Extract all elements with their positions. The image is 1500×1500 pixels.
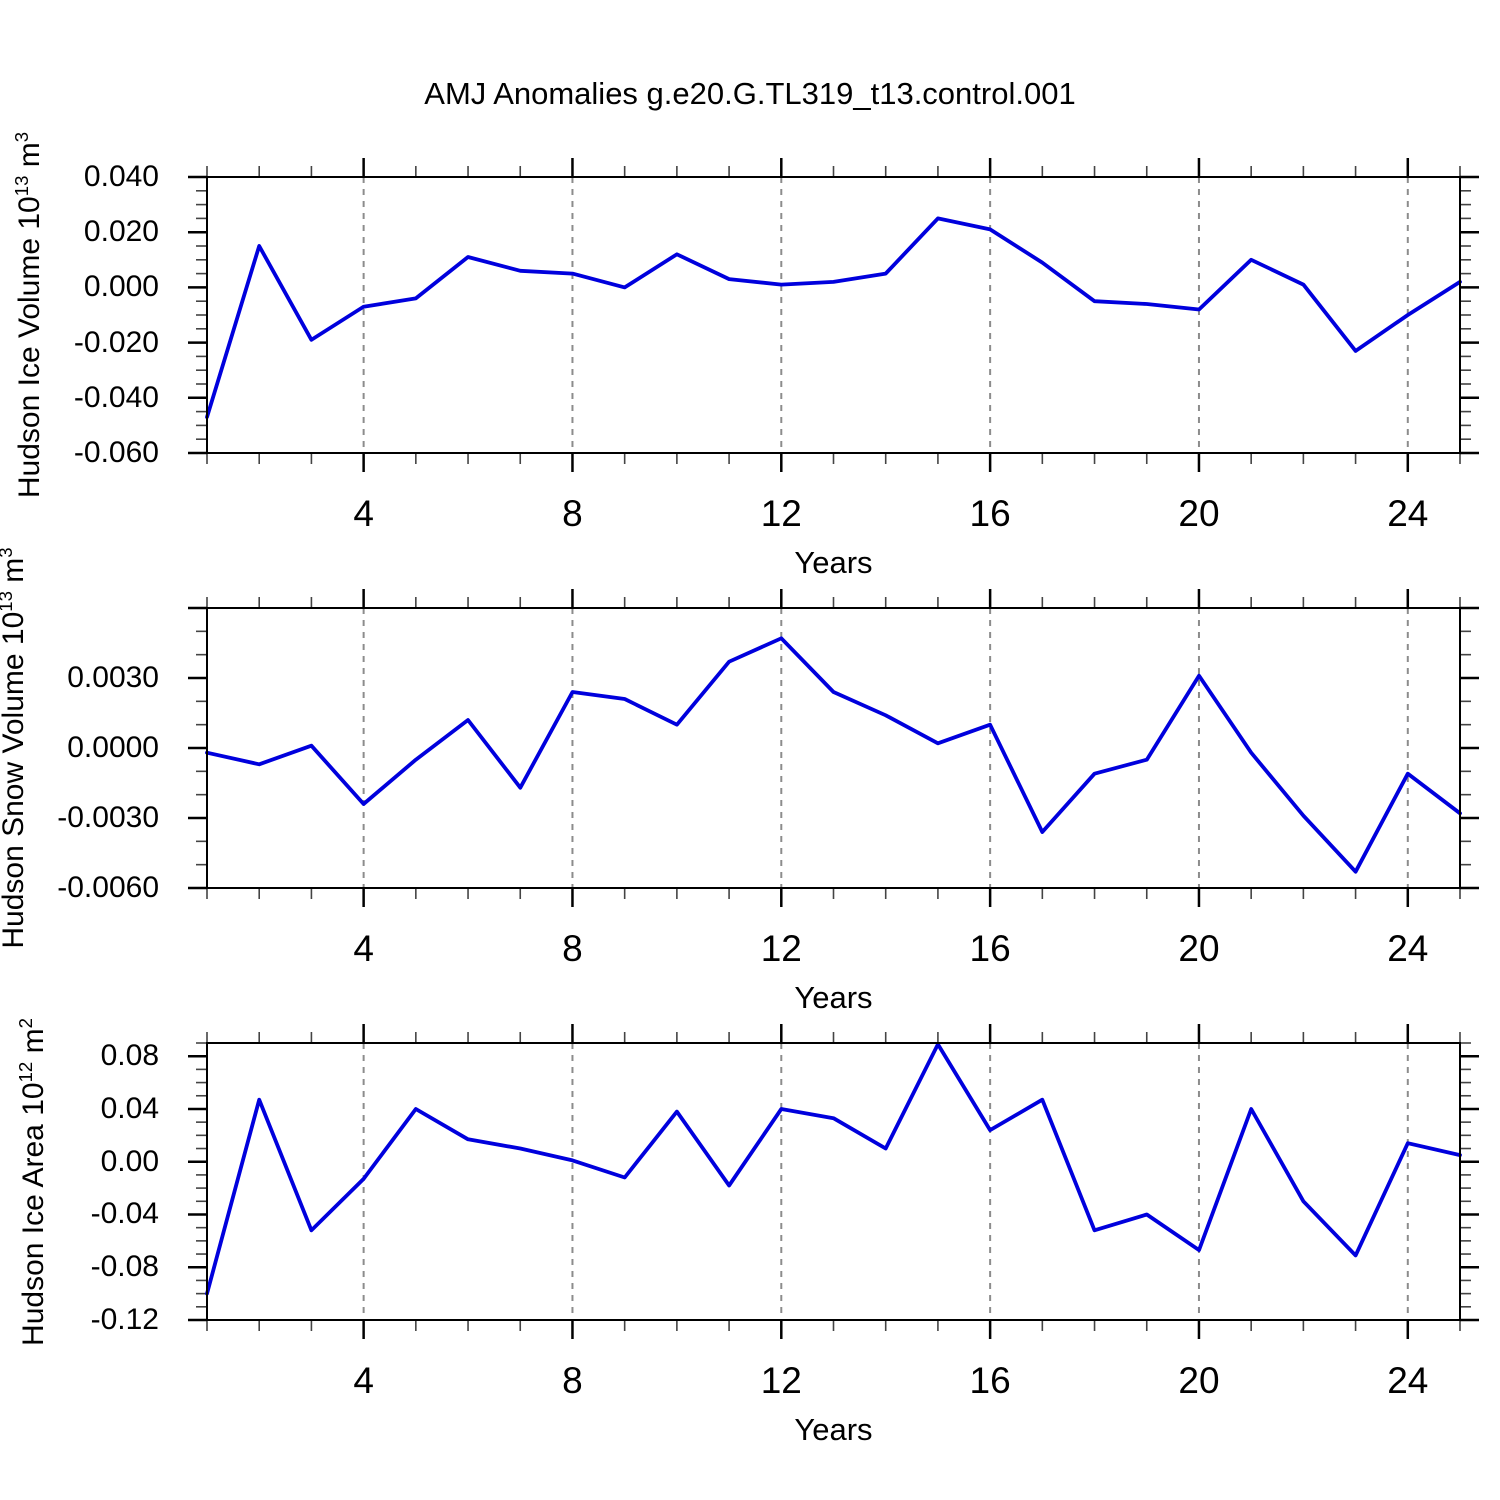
x-axis-title: Years bbox=[794, 1412, 873, 1447]
data-line-hudson-ice-volume bbox=[205, 216, 1462, 420]
x-tick-label: 16 bbox=[969, 493, 1011, 534]
data-line-hudson-snow-volume bbox=[205, 636, 1462, 874]
y-tick-label: -0.0060 bbox=[57, 871, 159, 904]
y-tick-label: 0.020 bbox=[83, 215, 159, 249]
x-tick-label: 4 bbox=[353, 493, 374, 534]
y-tick-label: -0.040 bbox=[73, 380, 159, 414]
x-axis-title: Years bbox=[794, 980, 873, 1015]
x-tick-label: 12 bbox=[760, 493, 802, 534]
plot-svg-hudson-ice-area bbox=[188, 1024, 1479, 1339]
x-tick-label: 16 bbox=[969, 928, 1011, 969]
y-tick-label: 0.00 bbox=[100, 1144, 159, 1178]
y-tick-label: 0.040 bbox=[83, 160, 159, 193]
y-axis-title-hudson-snow-volume: Hudson Snow Volume 1013 m3 bbox=[0, 547, 30, 949]
plot-area-hudson-snow-volume bbox=[188, 589, 1479, 907]
x-tick-label: 8 bbox=[562, 1360, 583, 1401]
y-axis-title-hudson-ice-area: Hudson Ice Area 1012 m2 bbox=[15, 1017, 50, 1346]
x-tick-label: 20 bbox=[1178, 1360, 1220, 1401]
x-tick-label: 12 bbox=[760, 1360, 802, 1401]
y-tick-label: 0.08 bbox=[100, 1039, 159, 1073]
x-tick-label: 8 bbox=[562, 493, 583, 534]
x-tick-label: 4 bbox=[353, 928, 374, 969]
plot-border bbox=[206, 176, 1461, 454]
plot-area-hudson-ice-area bbox=[188, 1024, 1479, 1339]
x-tick-label: 4 bbox=[353, 1360, 374, 1401]
plot-svg-hudson-ice-volume bbox=[188, 158, 1479, 472]
x-tick-label: 16 bbox=[969, 1360, 1011, 1401]
x-tick-label: 12 bbox=[760, 928, 802, 969]
x-tick-label: 20 bbox=[1178, 928, 1220, 969]
y-tick-label: -0.020 bbox=[73, 325, 159, 359]
y-tick-label: -0.0030 bbox=[57, 801, 159, 834]
x-tick-label: 20 bbox=[1178, 493, 1220, 534]
x-tick-label: 24 bbox=[1387, 1360, 1429, 1401]
plot-border bbox=[206, 1042, 1461, 1321]
y-tick-label: 0.0030 bbox=[67, 661, 159, 694]
x-tick-label: 24 bbox=[1387, 928, 1429, 969]
y-tick-label: 0.000 bbox=[83, 270, 159, 304]
y-tick-label: -0.060 bbox=[73, 436, 159, 469]
y-tick-label: -0.04 bbox=[90, 1197, 159, 1231]
x-axis-title: Years bbox=[794, 545, 873, 580]
x-tick-label: 8 bbox=[562, 928, 583, 969]
data-line-hudson-ice-area bbox=[205, 1042, 1462, 1296]
plot-area-hudson-ice-volume bbox=[188, 158, 1479, 472]
plot-svg-hudson-snow-volume bbox=[188, 589, 1479, 907]
y-axis-title-hudson-ice-volume: Hudson Ice Volume 1013 m3 bbox=[11, 131, 46, 499]
chart-title: AMJ Anomalies g.e20.G.TL319_t13.control.… bbox=[424, 76, 1076, 111]
y-tick-label: -0.08 bbox=[90, 1250, 159, 1284]
y-tick-label: 0.04 bbox=[100, 1091, 159, 1125]
x-tick-label: 24 bbox=[1387, 493, 1429, 534]
plot-border bbox=[206, 607, 1461, 889]
y-tick-label: -0.12 bbox=[90, 1303, 159, 1336]
y-tick-label: 0.0000 bbox=[67, 731, 159, 764]
